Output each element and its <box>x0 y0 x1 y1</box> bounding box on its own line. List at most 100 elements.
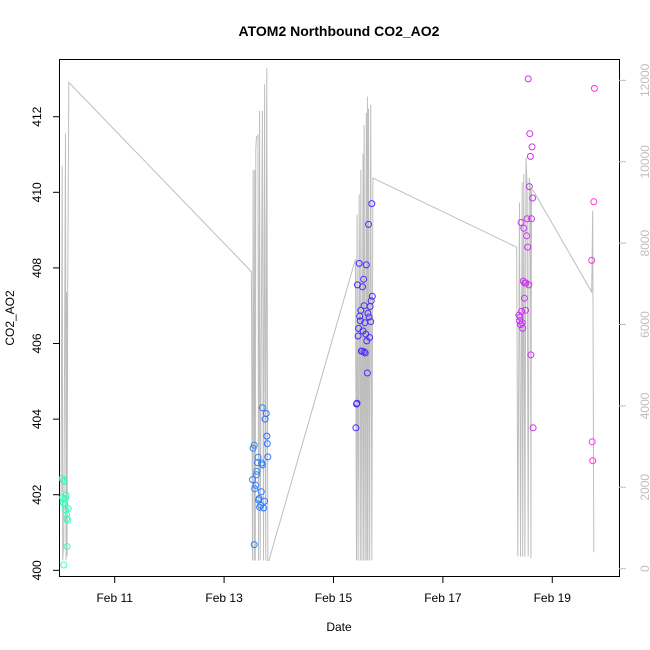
data-point <box>588 438 596 446</box>
y2-tick-label: 10000 <box>638 145 650 179</box>
data-point <box>527 351 535 359</box>
data-point <box>526 152 534 160</box>
data-point <box>263 432 271 440</box>
data-point <box>589 457 597 465</box>
data-point <box>59 476 67 484</box>
y2-tick-label: 2000 <box>638 474 650 501</box>
chart-title: ATOM2 Northbound CO2_AO2 <box>239 23 440 39</box>
data-point <box>64 505 72 513</box>
data-point <box>517 219 525 226</box>
data-point <box>525 281 533 289</box>
data-point <box>63 515 71 522</box>
data-point <box>357 306 365 314</box>
data-point <box>522 306 529 314</box>
data-point <box>528 143 536 151</box>
y-tick-label: 412 <box>30 106 44 126</box>
data-point <box>364 309 372 317</box>
y2-tick-label: 0 <box>638 565 650 572</box>
data-point <box>367 297 375 305</box>
data-point <box>365 220 372 228</box>
data-point <box>518 307 526 315</box>
data-point <box>250 441 258 449</box>
y2-tick-label: 12000 <box>638 63 650 97</box>
data-point <box>523 215 531 223</box>
data-point <box>258 404 266 412</box>
data-point <box>517 321 524 329</box>
series-line-path <box>60 68 595 561</box>
data-point <box>356 317 364 325</box>
data-point <box>355 259 363 267</box>
data-point <box>361 349 369 357</box>
data-point <box>360 302 368 310</box>
data-point <box>588 256 596 264</box>
data-point <box>526 130 534 138</box>
data-point <box>520 224 528 232</box>
data-point <box>523 232 531 240</box>
data-point <box>368 292 376 300</box>
y2-tick-label: 8000 <box>638 229 650 256</box>
y2-tick-label: 6000 <box>638 311 650 338</box>
y-tick-label: 400 <box>30 560 44 580</box>
data-point <box>62 495 69 502</box>
data-point <box>519 324 527 332</box>
data-point <box>60 478 68 485</box>
data-point <box>253 467 261 475</box>
x-axis-label: Date <box>326 620 352 634</box>
data-point <box>590 84 598 92</box>
data-point <box>64 516 72 524</box>
y-axis-left: 400 402 404 406 408 410 412 <box>30 106 60 580</box>
series-points <box>58 75 598 569</box>
y-tick-label: 402 <box>30 484 44 504</box>
data-point <box>529 424 537 432</box>
data-point <box>524 75 532 83</box>
data-point <box>254 453 262 461</box>
y-tick-label: 406 <box>30 333 44 353</box>
y2-tick-label: 4000 <box>638 392 650 419</box>
x-tick-label: Feb 19 <box>534 591 572 605</box>
x-tick-label: Feb 17 <box>424 591 462 605</box>
y-tick-label: 408 <box>30 258 44 278</box>
y-axis-label: CO2_AO2 <box>3 290 17 346</box>
x-axis: Feb 11 Feb 13 Feb 15 Feb 17 Feb 19 <box>96 576 571 605</box>
data-point <box>63 543 71 550</box>
data-point <box>367 318 375 326</box>
data-point <box>264 453 272 461</box>
data-point <box>250 541 258 549</box>
data-point <box>354 332 362 340</box>
data-point <box>366 334 374 341</box>
data-point <box>528 215 535 223</box>
plot-area-frame <box>59 59 620 577</box>
y-axis-right: 0 2000 4000 6000 8000 10000 12000 <box>619 63 650 572</box>
data-point <box>360 275 368 283</box>
data-point <box>249 476 256 484</box>
data-point <box>365 313 373 321</box>
data-point <box>520 294 528 302</box>
data-point <box>251 485 259 493</box>
data-point <box>352 424 360 432</box>
y-tick-label: 404 <box>30 409 44 429</box>
data-point <box>260 504 267 512</box>
data-point <box>252 481 260 489</box>
data-point <box>261 497 269 505</box>
data-point <box>249 444 257 452</box>
data-point <box>362 261 370 269</box>
data-point <box>353 399 361 407</box>
data-point <box>258 461 266 469</box>
data-point <box>263 440 271 448</box>
data-point <box>255 495 263 502</box>
data-point <box>590 198 598 206</box>
data-point <box>525 183 533 191</box>
data-point <box>262 410 270 417</box>
data-point <box>257 488 265 496</box>
data-point <box>60 561 68 569</box>
data-point <box>529 194 537 202</box>
data-point <box>524 243 532 251</box>
x-tick-label: Feb 15 <box>315 591 353 605</box>
series-line <box>60 68 595 561</box>
data-point <box>252 471 260 479</box>
x-tick-label: Feb 13 <box>205 591 243 605</box>
data-point <box>359 283 366 291</box>
data-point <box>62 491 70 499</box>
data-point <box>368 200 376 208</box>
